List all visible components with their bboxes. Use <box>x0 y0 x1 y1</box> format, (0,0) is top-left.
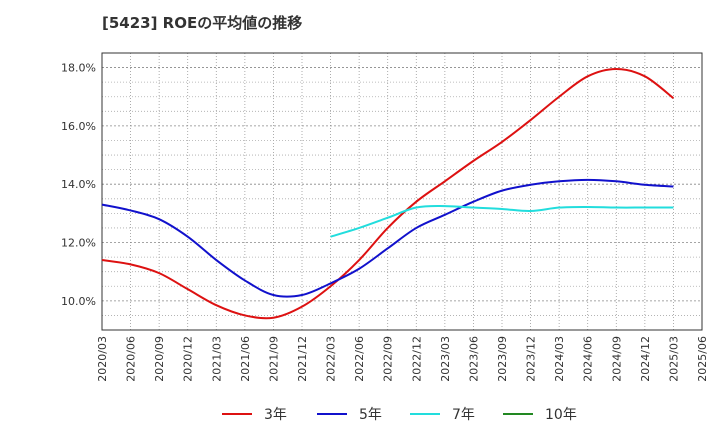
x-tick-label: 2020/12 <box>182 336 195 382</box>
x-tick-label: 2020/03 <box>96 336 109 382</box>
x-tick-label: 2021/09 <box>267 336 280 382</box>
legend-label: 5年 <box>359 407 382 423</box>
y-tick-label: 18.0% <box>61 62 96 75</box>
legend-label: 7年 <box>452 407 475 423</box>
x-tick-label: 2020/09 <box>153 336 166 382</box>
x-tick-label: 2022/09 <box>382 336 395 382</box>
x-tick-label: 2023/03 <box>439 336 452 382</box>
x-tick-label: 2023/09 <box>496 336 509 382</box>
y-tick-label: 12.0% <box>61 237 96 250</box>
legend-label: 3年 <box>264 407 287 423</box>
x-tick-label: 2022/12 <box>410 336 423 382</box>
x-tick-label: 2025/06 <box>696 336 709 382</box>
x-tick-label: 2023/12 <box>525 336 538 382</box>
x-tick-label: 2022/06 <box>353 336 366 382</box>
x-tick-label: 2023/06 <box>467 336 480 382</box>
x-tick-label: 2024/06 <box>582 336 595 382</box>
x-tick-label: 2024/12 <box>639 336 652 382</box>
plot-area <box>102 53 702 330</box>
x-tick-label: 2024/09 <box>610 336 623 382</box>
chart-title: [5423] ROEの平均値の推移 <box>102 14 303 32</box>
x-tick-label: 2025/03 <box>667 336 680 382</box>
legend-label: 10年 <box>545 407 577 423</box>
x-tick-label: 2021/06 <box>239 336 252 382</box>
x-tick-label: 2020/06 <box>125 336 138 382</box>
y-tick-label: 16.0% <box>61 120 96 133</box>
plot-frame <box>101 52 703 331</box>
x-tick-label: 2021/12 <box>296 336 309 382</box>
y-tick-label: 14.0% <box>61 178 96 191</box>
y-tick-label: 10.0% <box>61 295 96 308</box>
series-line <box>101 178 674 298</box>
x-tick-label: 2024/03 <box>553 336 566 382</box>
series-line <box>101 68 675 320</box>
x-tick-label: 2021/03 <box>210 336 223 382</box>
series-line <box>330 205 674 238</box>
x-tick-label: 2022/03 <box>325 336 338 382</box>
